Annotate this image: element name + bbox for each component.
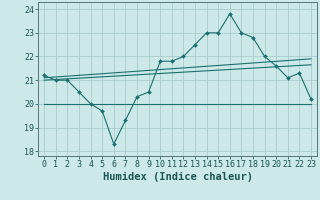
- X-axis label: Humidex (Indice chaleur): Humidex (Indice chaleur): [103, 172, 252, 182]
